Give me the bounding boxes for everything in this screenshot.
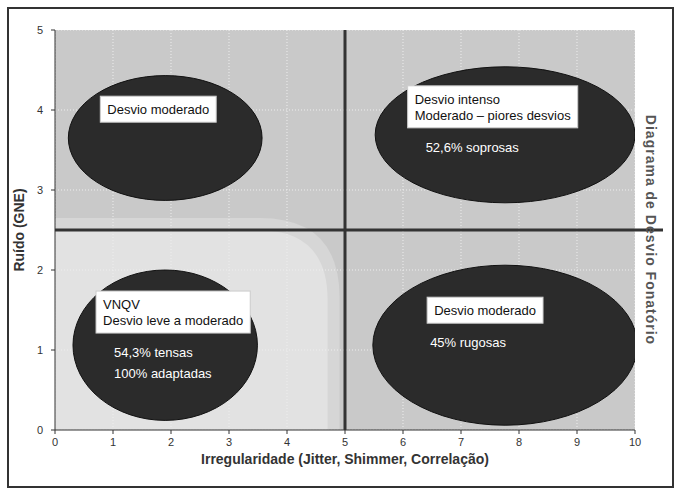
y-tick-label: 1 [37, 344, 43, 356]
region-label: Desvio moderado [427, 297, 543, 323]
region-note: 100% adaptadas [114, 366, 212, 381]
region-ellipse [373, 265, 635, 425]
region-label-text: Desvio intenso [415, 92, 500, 107]
y-tick [51, 270, 55, 271]
x-tick [113, 430, 114, 434]
x-tick [577, 430, 578, 434]
x-tick [635, 430, 636, 434]
x-tick [171, 430, 172, 434]
region-label-text: Moderado – piores desvios [415, 108, 572, 123]
region-label-text: VNQV [103, 297, 140, 312]
region-note: 52,6% soprosas [426, 140, 520, 155]
region-ellipse [375, 67, 635, 203]
y-tick-label: 0 [37, 424, 43, 436]
region-label-text: Desvio moderado [107, 102, 209, 117]
y-tick-label: 4 [37, 104, 43, 116]
x-tick [55, 430, 56, 434]
region-label-box [96, 291, 250, 333]
normal-zone-band [55, 218, 340, 430]
grid-line-x [55, 30, 56, 430]
y-tick-label: 2 [37, 264, 43, 276]
x-tick-label: 10 [629, 436, 641, 448]
x-tick-label: 6 [400, 436, 406, 448]
x-tick-label: 7 [458, 436, 464, 448]
x-tick [461, 430, 462, 434]
x-tick [345, 430, 346, 434]
y-tick [51, 190, 55, 191]
frame [8, 8, 673, 487]
x-tick [229, 430, 230, 434]
region-label-box [100, 96, 216, 122]
y-tick-label: 3 [37, 184, 43, 196]
region-ellipse [68, 76, 262, 201]
chart: 0 1 2 3 4 5 6 7 8 9 10 0 1 2 3 4 5 Irregularidade (Jitter… [0, 0, 681, 495]
x-tick-label: 3 [226, 436, 232, 448]
region-label-box [427, 297, 543, 323]
background [0, 0, 681, 495]
y-axis-label: Ruído (GNE) [11, 188, 27, 271]
split-line-y [55, 229, 663, 232]
x-tick [287, 430, 288, 434]
x-tick-label: 8 [516, 436, 522, 448]
y-tick [51, 30, 55, 31]
x-axis-label: Irregularidade (Jitter, Shimmer, Correla… [201, 451, 489, 467]
x-tick-label: 9 [574, 436, 580, 448]
x-tick-label: 2 [168, 436, 174, 448]
region-label-box [408, 86, 578, 128]
region-note: 54,3% tensas [114, 345, 193, 360]
region-note: 45% rugosas [430, 335, 506, 350]
region-label-text: Desvio leve a moderado [103, 313, 243, 328]
x-tick [403, 430, 404, 434]
x-tick [519, 430, 520, 434]
region-label: Desvio moderado [100, 96, 216, 122]
region-ellipse [73, 270, 257, 420]
y-axis [55, 30, 56, 430]
region-label: VNQVDesvio leve a moderado [96, 291, 250, 333]
title: Diagrama de Desvio Fonatório [643, 115, 659, 345]
x-tick-label: 0 [52, 436, 58, 448]
region-label-text: Desvio moderado [434, 303, 536, 318]
x-tick-label: 4 [284, 436, 290, 448]
y-tick [51, 430, 55, 431]
region-label: Desvio intensoModerado – piores desvios [408, 86, 578, 128]
x-tick-label: 1 [110, 436, 116, 448]
grid-line-y [55, 430, 635, 431]
x-tick-label: 5 [342, 436, 348, 448]
y-tick-label: 5 [37, 24, 43, 36]
y-tick [51, 350, 55, 351]
y-tick [51, 110, 55, 111]
